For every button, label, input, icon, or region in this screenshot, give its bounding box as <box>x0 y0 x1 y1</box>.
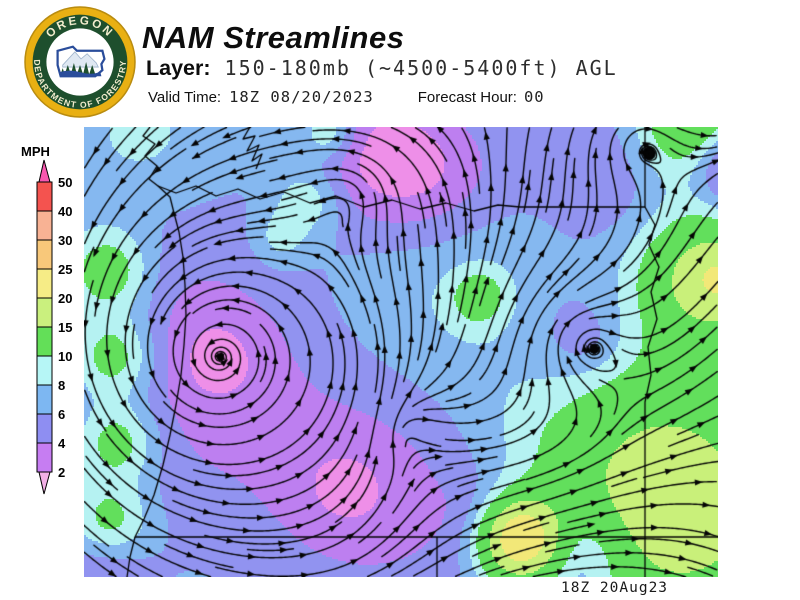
logo-emblem <box>56 45 106 78</box>
logo-water <box>59 70 102 77</box>
streamline-map <box>84 127 718 577</box>
colorbar-segment <box>36 355 53 386</box>
colorbar-title: MPH <box>21 144 50 159</box>
page-title: NAM Streamlines <box>142 20 405 55</box>
colorbar-segment <box>36 210 53 241</box>
colorbar-tick-label: 10 <box>58 349 72 364</box>
colorbar-segment <box>36 413 53 444</box>
map-timestamp: 18Z 20Aug23 <box>561 580 669 596</box>
colorbar-tick-label: 6 <box>58 407 65 422</box>
colorbar-segment <box>36 268 53 299</box>
layer-label: Layer: <box>146 56 211 80</box>
colorbar-bottom-arrow <box>38 471 51 495</box>
colorbar-tick-label: 30 <box>58 233 72 248</box>
valid-time-line: Valid Time: 18Z 08/20/2023 Forecast Hour… <box>148 88 545 106</box>
colorbar-tick-label: 50 <box>58 175 72 190</box>
colorbar-tick-label: 8 <box>58 378 65 393</box>
odf-logo: OREGON DEPARTMENT OF FORESTRY <box>24 6 136 118</box>
colorbar-tick-label: 4 <box>58 436 66 451</box>
streamlines-canvas <box>84 127 718 577</box>
logo-mountain <box>62 51 99 68</box>
colorbar-segment <box>36 297 53 328</box>
colorbar-tick-label: 25 <box>58 262 72 277</box>
colorbar-segment <box>36 326 53 357</box>
colorbar-tick-label: 40 <box>58 204 72 219</box>
valid-time-label: Valid Time: <box>148 89 222 106</box>
forecast-hour-label: Forecast Hour: <box>417 89 517 106</box>
layer-value: 150-180mb (~4500-5400ft) AGL <box>224 56 618 80</box>
forecast-hour-value: 00 <box>523 88 545 106</box>
layer-line: Layer: 150-180mb (~4500-5400ft) AGL <box>146 56 618 81</box>
colorbar-tick-label: 15 <box>58 320 72 335</box>
colorbar-tick-label: 2 <box>58 465 65 480</box>
colorbar-segment <box>36 442 53 473</box>
colorbar-segment <box>36 239 53 270</box>
colorbar-top-arrow <box>38 159 51 183</box>
colorbar-segment <box>36 384 53 415</box>
valid-time-value: 18Z 08/20/2023 <box>229 88 374 106</box>
colorbar-segment <box>36 181 53 212</box>
wind-speed-colorbar: MPH 50 40 30 25 20 15 10 8 6 4 2 <box>21 144 72 495</box>
colorbar-tick-label: 20 <box>58 291 72 306</box>
